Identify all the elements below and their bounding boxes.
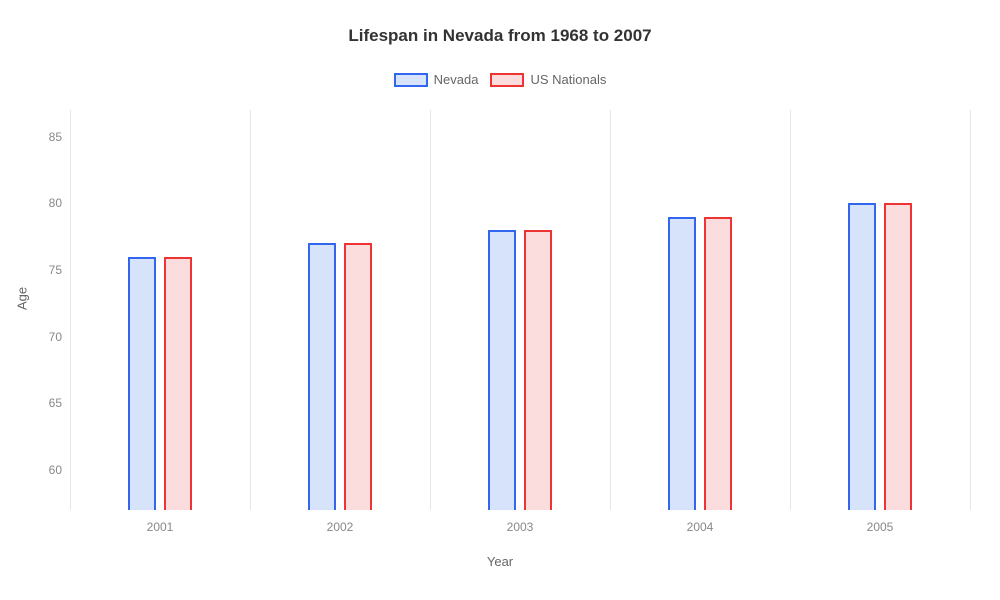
bar	[128, 257, 156, 510]
y-tick-label: 60	[49, 463, 62, 477]
gridline	[970, 110, 971, 510]
gridline	[70, 110, 71, 510]
bar	[164, 257, 192, 510]
plot-area: 60657075808520012002200320042005	[70, 110, 970, 510]
x-tick-label: 2003	[507, 520, 534, 534]
chart-title: Lifespan in Nevada from 1968 to 2007	[0, 26, 1000, 46]
legend-swatch	[490, 73, 524, 87]
legend-item: Nevada	[394, 72, 479, 87]
lifespan-chart: Lifespan in Nevada from 1968 to 2007 Nev…	[0, 0, 1000, 600]
y-tick-label: 70	[49, 330, 62, 344]
bar	[488, 230, 516, 510]
bar	[344, 243, 372, 510]
legend-item: US Nationals	[490, 72, 606, 87]
y-tick-label: 75	[49, 263, 62, 277]
gridline	[610, 110, 611, 510]
x-tick-label: 2005	[867, 520, 894, 534]
bar	[524, 230, 552, 510]
x-tick-label: 2002	[327, 520, 354, 534]
legend-swatch	[394, 73, 428, 87]
legend: Nevada US Nationals	[0, 72, 1000, 87]
bar	[668, 217, 696, 510]
gridline	[790, 110, 791, 510]
legend-label: Nevada	[434, 72, 479, 87]
y-tick-label: 80	[49, 196, 62, 210]
bar	[884, 203, 912, 510]
x-tick-label: 2004	[687, 520, 714, 534]
y-axis-title: Age	[15, 287, 30, 310]
gridline	[430, 110, 431, 510]
bar	[848, 203, 876, 510]
legend-label: US Nationals	[530, 72, 606, 87]
x-tick-label: 2001	[147, 520, 174, 534]
bar	[704, 217, 732, 510]
gridline	[250, 110, 251, 510]
x-axis-title: Year	[0, 554, 1000, 569]
y-tick-label: 65	[49, 396, 62, 410]
y-tick-label: 85	[49, 130, 62, 144]
bar	[308, 243, 336, 510]
